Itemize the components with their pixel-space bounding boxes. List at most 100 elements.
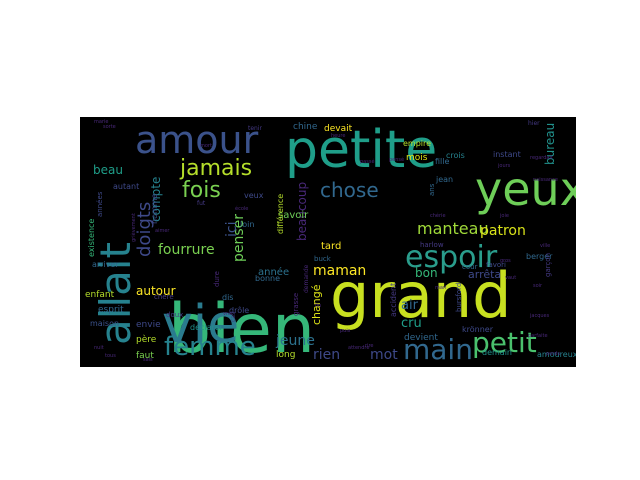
word-33: changé <box>310 284 323 325</box>
word-7: espoir <box>405 240 498 275</box>
word-55: homme <box>150 193 159 224</box>
word-68: buck <box>314 255 332 263</box>
word-29: beau <box>93 163 123 177</box>
word-38: chine <box>293 122 318 132</box>
word-57: années <box>96 191 104 217</box>
word-63: berger <box>526 252 553 261</box>
word-48: père <box>136 334 157 345</box>
word-39: mois <box>406 153 428 163</box>
word-109: joie <box>499 213 509 219</box>
word-65: krönner <box>462 325 494 334</box>
word-77: veux <box>244 191 264 200</box>
word-6: amour <box>135 118 259 162</box>
word-44: demain <box>482 348 512 357</box>
word-86: hier <box>528 120 540 127</box>
word-108: mort <box>200 143 212 149</box>
word-83: cas <box>230 312 237 322</box>
word-45: amoureux <box>537 350 576 359</box>
word-91: perdu <box>546 351 561 357</box>
word-59: instant <box>493 150 521 159</box>
word-20: rien <box>313 347 340 363</box>
word-111: école <box>235 205 248 212</box>
word-104: chérie <box>430 212 446 219</box>
word-60: ans <box>428 183 436 196</box>
word-12: fois <box>182 178 221 203</box>
word-74: doux <box>166 311 183 319</box>
word-11: jamais <box>179 156 252 181</box>
word-85: grièvement <box>130 213 137 242</box>
word-4: vie <box>162 295 239 355</box>
word-66: bursford <box>455 283 463 312</box>
word-22: penser <box>231 214 247 262</box>
word-115: nuit <box>94 345 104 351</box>
word-53: arriver <box>92 260 119 269</box>
word-69: drôle <box>229 305 249 315</box>
word-19: jeune <box>275 333 315 349</box>
word-103: sais <box>143 357 153 363</box>
word-36: savoir <box>278 210 309 221</box>
word-cloud-canvas: bien grand petite yeux vie allait amour espoir m… <box>85 118 576 367</box>
word-cloud: bien grand petite yeux vie allait amour espoir m… <box>80 117 576 367</box>
word-82: harlow <box>420 241 444 249</box>
word-101: tous <box>105 353 116 359</box>
word-100: jacques <box>529 313 550 319</box>
word-5: allait <box>91 242 140 345</box>
word-37: devait <box>324 124 353 134</box>
word-28: compte <box>149 177 163 222</box>
word-24: beaucoup <box>295 182 309 241</box>
word-61: cour <box>462 263 478 271</box>
word-67: accident <box>389 283 398 317</box>
word-113: fin <box>315 303 321 309</box>
word-41: jean <box>435 175 453 184</box>
word-14: doigts <box>134 202 155 257</box>
word-25: autour <box>136 284 176 298</box>
word-102: marie <box>94 119 108 125</box>
word-16: patron <box>480 223 526 239</box>
word-27: arrêta <box>468 268 501 281</box>
word-21: mot <box>370 347 398 363</box>
word-1: grand <box>330 259 512 332</box>
word-98: attendre <box>348 345 369 351</box>
word-88: gros <box>500 258 511 264</box>
word-93: regardait <box>530 155 553 161</box>
word-97: heure <box>331 133 345 139</box>
word-70: dis <box>222 293 233 302</box>
word-58: crois <box>446 151 465 160</box>
word-42: empire <box>403 139 431 148</box>
word-52: maison <box>90 319 119 328</box>
word-54: autant <box>113 182 139 191</box>
word-49: envie <box>136 320 161 330</box>
word-30: bureau <box>543 123 557 165</box>
word-80: dure <box>213 271 221 287</box>
word-10: petit <box>472 326 537 359</box>
word-17: fourrure <box>158 242 215 258</box>
word-64: garçon <box>544 253 552 277</box>
word-50: esprit <box>98 305 124 315</box>
word-75: différence <box>275 194 285 234</box>
word-106: pensé <box>389 156 404 163</box>
word-62: favori <box>486 261 506 269</box>
word-76: loin <box>240 220 254 229</box>
word-43: devient <box>404 333 438 343</box>
word-114: ville <box>540 243 550 249</box>
word-112: mari <box>435 285 446 291</box>
word-73: declarer <box>190 323 224 332</box>
word-71: bonne <box>255 274 280 283</box>
word-90: parfaite <box>528 333 548 339</box>
word-105: passé <box>360 158 375 165</box>
word-94: sorte <box>103 124 116 130</box>
word-13: chose <box>320 178 379 202</box>
word-35: tard <box>321 241 341 252</box>
word-87: jours <box>497 163 511 169</box>
word-78: fut <box>197 200 206 207</box>
word-31: air <box>401 298 419 313</box>
word-79: grasse <box>292 293 300 316</box>
word-3: yeux <box>475 162 576 216</box>
word-95: aimer <box>155 228 170 234</box>
word-81: tenir <box>248 125 263 132</box>
word-15: manteau <box>417 219 489 238</box>
word-2: petite <box>285 120 437 180</box>
word-89: vaut <box>505 275 516 281</box>
word-8: main <box>403 333 473 366</box>
word-26: bon <box>415 266 438 280</box>
